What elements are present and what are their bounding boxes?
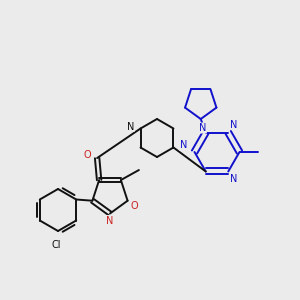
Text: N: N — [127, 122, 134, 131]
Text: N: N — [230, 175, 237, 184]
Text: Cl: Cl — [51, 240, 61, 250]
Text: N: N — [199, 123, 206, 133]
Text: O: O — [131, 201, 138, 211]
Text: N: N — [106, 215, 114, 226]
Text: N: N — [230, 119, 237, 130]
Text: N: N — [180, 140, 187, 151]
Text: O: O — [83, 150, 91, 160]
